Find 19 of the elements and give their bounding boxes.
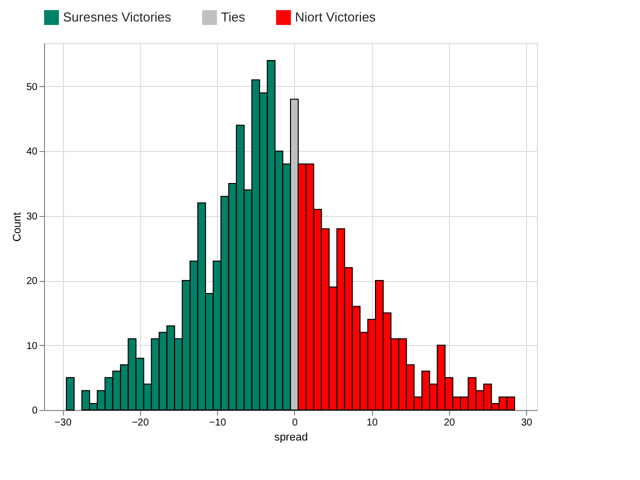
x-axis-title: spread: [274, 432, 308, 444]
bar: [66, 377, 75, 410]
y-tick-label: 50: [26, 82, 38, 93]
y-tick-label: 30: [26, 211, 38, 222]
x-tick-label: 0: [292, 418, 298, 428]
x-tick-label: −30: [54, 418, 72, 428]
y-tick-label: 40: [26, 146, 38, 158]
y-tick-label: 0: [32, 406, 38, 416]
x-tick-label: 20: [444, 418, 456, 428]
y-axis-title: Count: [11, 212, 24, 242]
legend-label: Ties: [221, 10, 246, 25]
legend-label: Suresnes Victories: [63, 10, 172, 25]
y-tick-label: 20: [26, 276, 38, 288]
x-tick-label: 10: [366, 418, 378, 428]
x-tick-label: −20: [132, 418, 150, 428]
x-tick-label: −10: [209, 418, 227, 428]
x-tick-label: 30: [521, 418, 533, 428]
legend-label: Niort Victories: [295, 10, 376, 25]
y-tick-label: 10: [26, 340, 38, 352]
